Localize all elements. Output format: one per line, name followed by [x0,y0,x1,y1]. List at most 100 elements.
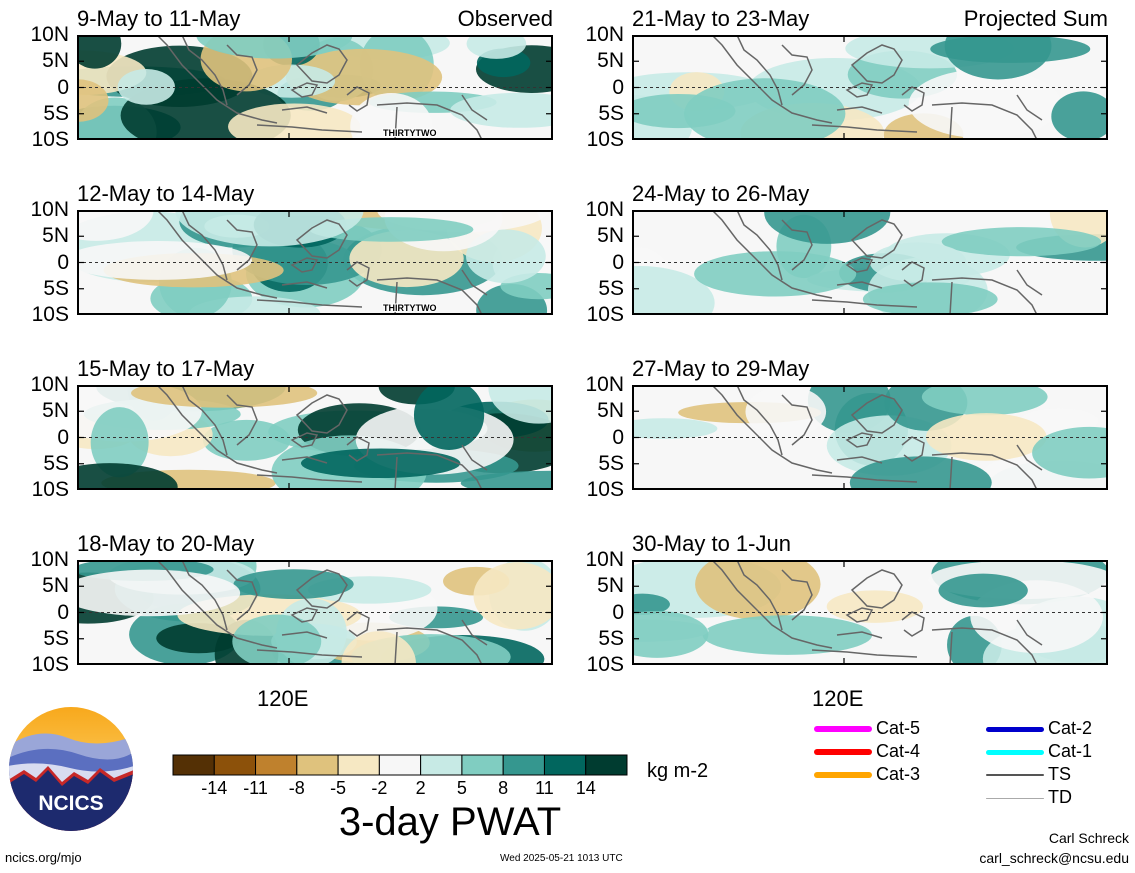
panel-corner-label-l-0: Observed [457,6,553,31]
lat-label-r-2-4: 10S [586,478,624,501]
colorbar-bin-0 [172,754,215,776]
legend-swatch-cat-4 [814,749,872,755]
map-panel-r-0 [632,35,1108,140]
lat-label-r-0-2: 0 [612,75,624,99]
lat-label-r-0-3: 5S [598,101,624,125]
legend-swatch-cat-3 [814,772,872,778]
colorbar [172,754,628,776]
lat-label-r-2-0: 10N [585,373,624,396]
lat-label-r-3-3: 5S [598,626,624,650]
lat-label-l-0-4: 10S [31,128,69,151]
lat-label-l-3-4: 10S [31,653,69,676]
lat-label-l-2-0: 10N [30,373,69,396]
panel-corner-label-r-0: Projected Sum [963,6,1108,31]
lat-label-l-0-2: 0 [57,75,69,99]
lat-label-r-2-1: 5N [597,399,624,423]
colorbar-tick-8: 11 [535,778,554,798]
legend-swatch-cat-2 [986,726,1044,732]
lat-label-r-1-1: 5N [597,224,624,248]
colorbar-tick-7: 8 [498,778,509,798]
map-panel-r-1 [632,210,1108,315]
colorbar-bin-1 [213,754,257,776]
lat-label-r-0-1: 5N [597,49,624,73]
legend-item-cat-3: Cat-3 [814,764,974,786]
lat-label-r-1-3: 5S [598,276,624,300]
colorbar-tick-1: -11 [243,778,268,798]
colorbar-bin-8 [502,754,545,776]
logo-text: NCICS [38,792,103,815]
x-axis-label-left: 120E [257,686,309,711]
lat-label-r-0-4: 10S [586,128,624,151]
map-panel-r-3 [632,560,1108,665]
panel-title-r-1: 24-May to 26-May [632,181,810,206]
lat-label-r-3-1: 5N [597,574,624,598]
lat-label-l-3-3: 5S [43,626,69,650]
map-panel-r-2 [632,385,1108,490]
legend-swatch-td [986,797,1044,799]
legend-label-cat-2: Cat-2 [1048,718,1093,738]
lat-label-l-3-2: 0 [57,600,69,624]
map-panel-l-1: THIRTYTWO [77,210,553,315]
colorbar-bin-10 [585,754,628,776]
colorbar-bin-6 [420,754,463,776]
panel-title-r-3: 30-May to 1-Jun [632,531,791,556]
panel-title-r-2: 27-May to 29-May [632,356,810,381]
legend-item-cat-4: Cat-4 [814,741,974,763]
storm-label-l-0: THIRTYTWO [383,128,437,138]
lat-label-l-2-2: 0 [57,425,69,449]
storm-label-l-1: THIRTYTWO [383,303,437,313]
track-legend: Cat-5 Cat-4 Cat-3 Cat-2 Cat-1 TS TD [800,718,1130,818]
footer-timestamp: Wed 2025-05-21 1013 UTC [500,853,623,864]
lat-label-l-0-0: 10N [30,23,69,46]
legend-item-ts: TS [986,764,1135,786]
lat-label-l-0-1: 5N [42,49,69,73]
colorbar-tick-2: -8 [288,778,305,798]
panel-title-l-2: 15-May to 17-May [77,356,255,381]
panel-title-l-0: 9-May to 11-May [77,6,241,31]
panel-title-l-3: 18-May to 20-May [77,531,255,556]
lat-label-l-3-1: 5N [42,574,69,598]
lat-label-l-2-3: 5S [43,451,69,475]
colorbar-bin-4 [337,754,380,776]
lat-label-l-2-4: 10S [31,478,69,501]
legend-item-cat-2: Cat-2 [986,718,1135,740]
colorbar-tick-0: -14 [201,778,228,798]
lat-label-l-0-3: 5S [43,101,69,125]
colorbar-bin-7 [461,754,504,776]
ncics-logo: NCICS [8,706,134,832]
legend-label-td: TD [1048,787,1072,807]
legend-item-td: TD [986,787,1135,809]
colorbar-tick-9: 14 [575,778,596,798]
legend-label-cat-5: Cat-5 [876,718,921,738]
colorbar-units: kg m-2 [647,760,709,782]
lat-label-r-2-2: 0 [612,425,624,449]
legend-item-cat-1: Cat-1 [986,741,1135,763]
colorbar-title: 3-day PWAT [338,800,562,844]
legend-item-cat-5: Cat-5 [814,718,974,740]
x-axis-label-right: 120E [812,686,864,711]
legend-label-cat-3: Cat-3 [876,764,921,784]
lat-label-r-3-0: 10N [585,548,624,571]
legend-label-cat-4: Cat-4 [876,741,921,761]
lat-label-r-1-0: 10N [585,198,624,221]
lat-label-l-1-1: 5N [42,224,69,248]
lat-label-r-3-4: 10S [586,653,624,676]
colorbar-bin-9 [543,754,587,776]
lat-label-l-1-4: 10S [31,303,69,326]
colorbar-bin-2 [255,754,298,776]
lat-label-r-1-4: 10S [586,303,624,326]
footer-site: ncics.org/mjo [5,850,82,865]
colorbar-tick-5: 2 [415,778,426,798]
map-panel-l-2 [77,385,553,490]
footer-author: Carl Schreck [1048,830,1129,846]
lat-label-r-2-3: 5S [598,451,624,475]
map-panel-l-3 [77,560,553,665]
panel-title-r-0: 21-May to 23-May [632,6,810,31]
legend-swatch-cat-1 [986,749,1044,755]
lat-label-l-3-0: 10N [30,548,69,571]
lat-label-l-1-3: 5S [43,276,69,300]
colorbar-tick-3: -5 [330,778,347,798]
footer-email: carl_schreck@ncsu.edu [979,850,1129,866]
lat-label-l-1-2: 0 [57,250,69,274]
colorbar-tick-6: 5 [456,778,467,798]
